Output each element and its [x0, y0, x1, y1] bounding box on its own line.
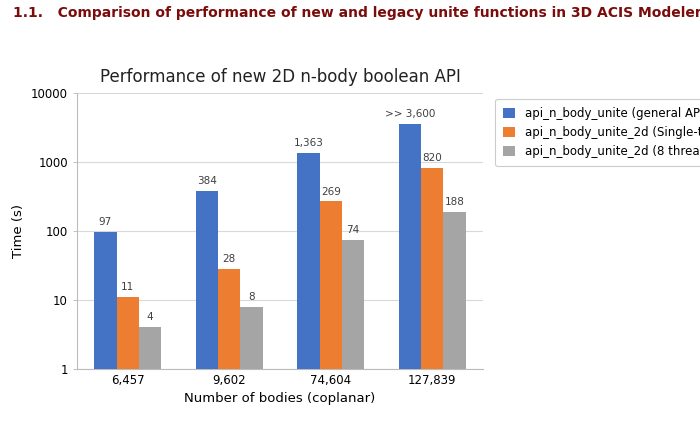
Text: 269: 269	[321, 187, 341, 196]
Text: 97: 97	[99, 217, 112, 227]
Text: 820: 820	[422, 153, 442, 163]
Bar	[320, 201, 342, 424]
Bar	[298, 153, 320, 424]
Legend: api_n_body_unite (general API), api_n_body_unite_2d (Single-threaded), api_n_bod: api_n_body_unite (general API), api_n_bo…	[495, 99, 700, 166]
Bar	[94, 232, 117, 424]
Text: 8: 8	[248, 292, 255, 302]
Text: 4: 4	[147, 312, 153, 322]
Bar	[421, 168, 443, 424]
Bar	[117, 297, 139, 424]
Bar	[443, 212, 466, 424]
Bar	[342, 240, 364, 424]
Text: 28: 28	[223, 254, 236, 264]
X-axis label: Number of bodies (coplanar): Number of bodies (coplanar)	[184, 392, 376, 405]
Y-axis label: Time (s): Time (s)	[13, 204, 25, 258]
Text: 384: 384	[197, 176, 217, 186]
Bar	[399, 124, 421, 424]
Title: Performance of new 2D n-body boolean API: Performance of new 2D n-body boolean API	[99, 68, 461, 86]
Text: 1.1.   Comparison of performance of new and legacy unite functions in 3D ACIS Mo: 1.1. Comparison of performance of new an…	[13, 6, 700, 20]
Bar	[240, 307, 262, 424]
Text: 74: 74	[346, 225, 360, 235]
Text: 1,363: 1,363	[293, 138, 323, 148]
Bar	[139, 327, 161, 424]
Bar	[218, 269, 240, 424]
Text: >> 3,600: >> 3,600	[385, 109, 435, 119]
Text: 188: 188	[444, 197, 465, 207]
Bar	[196, 191, 218, 424]
Text: 11: 11	[121, 282, 134, 292]
